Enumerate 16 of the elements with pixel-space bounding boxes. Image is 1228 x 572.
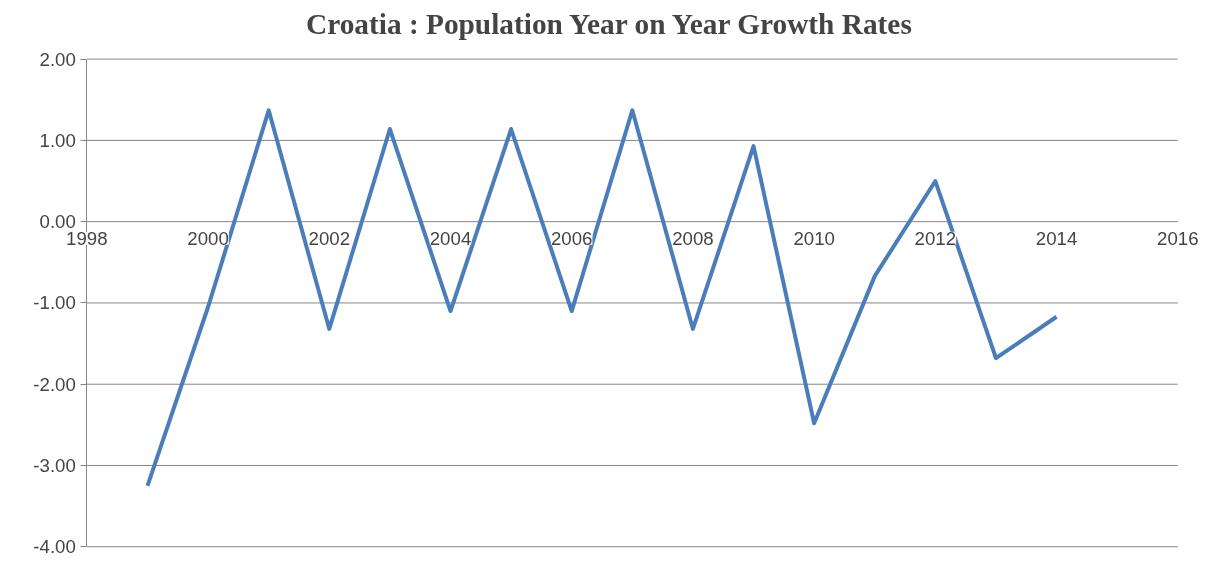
x-tick-label: 2012 <box>914 227 957 249</box>
x-tick-label: 2006 <box>550 227 593 249</box>
y-tick-label: -4.00 <box>33 536 76 558</box>
x-tick-label: 2010 <box>793 227 835 249</box>
x-tick-label: 2008 <box>672 227 714 249</box>
x-tick-label: 2016 <box>1157 227 1199 249</box>
y-tick-label: 1.00 <box>39 129 76 151</box>
y-tick-label: -2.00 <box>33 373 76 395</box>
chart-title: Croatia : Population Year on Year Growth Rates <box>305 7 912 40</box>
x-tick-label: 2014 <box>1035 227 1078 249</box>
y-tick-label: 2.00 <box>39 48 76 70</box>
y-tick-label: -1.00 <box>33 292 76 314</box>
y-tick-label: -3.00 <box>33 454 76 476</box>
x-tick-label: 2004 <box>429 227 472 249</box>
x-tick-label: 2002 <box>308 227 351 249</box>
x-tick-label: 2000 <box>187 227 229 249</box>
